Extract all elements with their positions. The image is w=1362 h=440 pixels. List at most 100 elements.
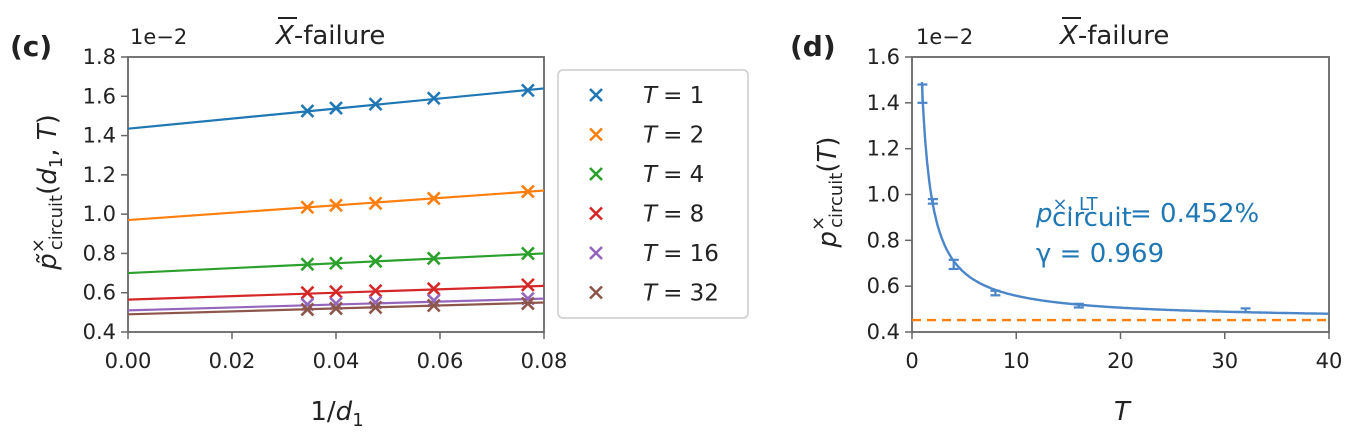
legend-entry-value: = 16 (663, 241, 719, 267)
panel-c-xtick-label: 0.08 (521, 349, 568, 373)
legend-entry-symbol: T (643, 281, 659, 307)
legend-marker (589, 167, 603, 181)
data-point-stroke-b (520, 246, 535, 261)
data-point-stroke-b (300, 200, 315, 215)
error-bar (927, 197, 938, 205)
panel-d-xtick-label: 20 (1107, 349, 1134, 373)
error-bar (1240, 307, 1251, 314)
data-point-stroke-b (368, 300, 383, 315)
data-point-stroke-b (329, 198, 343, 213)
data-point-stroke-b (300, 302, 315, 317)
data-point-stroke-b (329, 101, 343, 115)
data-point (300, 200, 315, 215)
legend-marker-stroke-b (589, 167, 603, 181)
panel-c-ytick-label: 1.6 (83, 84, 116, 108)
panel-d-ylabel: p×circuit(T) (808, 136, 847, 248)
data-point (520, 296, 535, 311)
data-point (426, 298, 441, 313)
data-point-stroke-b (368, 283, 383, 298)
panel-c-ylabel: p̃×circuit(d1, T) (28, 114, 67, 271)
legend-marker (589, 127, 603, 142)
legend-entry: T = 32 (643, 281, 719, 307)
legend-marker (589, 246, 603, 260)
panel-d-title-rest: -failure (1078, 21, 1170, 51)
panel-c-label: (c) (10, 30, 52, 63)
data-point-stroke-b (300, 257, 315, 272)
panel-c-title: X-failure (274, 17, 385, 51)
annotation-subscript: circuit (1052, 203, 1132, 233)
panel-c-xtick-label: 0.04 (313, 349, 360, 373)
panel-d-offset-text: 1e−2 (916, 25, 973, 49)
panel-c-ytick-label: 1.2 (83, 163, 116, 187)
data-point (329, 101, 343, 115)
annotation-pLT-value: = 0.452% (1130, 199, 1259, 229)
legend-entry-symbol: T (643, 162, 659, 188)
data-point (329, 198, 343, 213)
legend-marker-stroke-b (589, 88, 603, 102)
panel-c-ytick-label: 1.4 (83, 124, 116, 148)
panel-c-ytick-label: 0.6 (83, 281, 116, 305)
data-point (426, 251, 441, 266)
data-point-stroke-b (368, 254, 383, 269)
data-point (300, 104, 315, 118)
data-point-stroke-b (426, 281, 441, 296)
error-bar (1073, 302, 1084, 309)
svg-text:p̃×circuit(d1, T): p̃×circuit(d1, T) (28, 114, 67, 271)
data-point-stroke-b (520, 296, 535, 311)
data-point (329, 284, 343, 299)
data-point-stroke-b (329, 284, 343, 299)
panel-c-xtick-label: 0.06 (417, 349, 464, 373)
legend-entry-symbol: T (643, 241, 659, 267)
legend-marker-stroke-b (589, 127, 603, 142)
panel-c-offset-text: 1e−2 (130, 25, 187, 49)
legend-marker-stroke-b (589, 246, 603, 260)
panel-c-title-rest: -failure (294, 21, 386, 51)
panel-c: (c) 1e−2 X-failure 0.00 0.02 0.04 0.06 0.080… (10, 17, 749, 431)
data-point-stroke-b (368, 97, 383, 112)
data-point (520, 83, 535, 98)
fit-curve (920, 82, 1329, 315)
data-point-stroke-b (520, 184, 535, 199)
legend-entry-symbol: T (643, 83, 659, 109)
data-point-stroke-b (426, 91, 441, 106)
panel-d-ytick-label: 1.0 (867, 183, 900, 207)
panel-d-plot-area: 0 10 20 30 40 0.4 0.6 0.8 1.0 1.2 1.4 1.6 (867, 45, 1343, 373)
error-bar (990, 289, 1001, 297)
data-point (426, 91, 441, 106)
legend-entry-symbol: T (643, 123, 659, 149)
legend-entry: T = 8 (643, 202, 704, 228)
data-point-stroke-b (329, 301, 343, 316)
panel-c-axes-frame (127, 56, 545, 333)
panel-c-xlabel: 1/d1 (310, 397, 363, 431)
panel-d-ytick-label: 1.6 (867, 45, 900, 69)
legend-marker-stroke-b (589, 206, 603, 221)
error-bar (917, 83, 928, 104)
panel-d-xtick-label: 0 (905, 349, 918, 373)
svg-text:X-failure: X-failure (274, 21, 385, 51)
panel-c-ytick-label: 1.8 (83, 45, 116, 69)
data-point-stroke-b (426, 298, 441, 313)
panel-c-xtick-label: 0.02 (209, 349, 256, 373)
panel-d-title: X-failure (1058, 17, 1170, 51)
legend-frame (557, 69, 749, 319)
panel-d-xtick-label: 10 (1003, 349, 1030, 373)
data-point-stroke-b (300, 285, 315, 300)
legend-entry-symbol: T (643, 202, 659, 228)
legend-entry-value: = 1 (663, 83, 704, 109)
legend-marker (589, 206, 603, 221)
legend-entry: T = 16 (643, 241, 719, 267)
data-point-stroke-b (300, 104, 315, 118)
panel-d-ytick-label: 0.4 (867, 320, 900, 344)
annotation-gamma: γ = 0.969 (1036, 239, 1164, 269)
data-point (520, 277, 535, 292)
data-point (300, 257, 315, 272)
data-point-stroke-b (368, 196, 383, 211)
data-point-stroke-b (520, 83, 535, 98)
data-point (368, 254, 383, 269)
data-point (300, 285, 315, 300)
panel-d-ytick-label: 1.4 (867, 91, 900, 115)
panel-c-ytick-label: 1.0 (83, 202, 116, 226)
panel-d-ytick-label: 1.2 (867, 137, 900, 161)
data-point (368, 300, 383, 315)
